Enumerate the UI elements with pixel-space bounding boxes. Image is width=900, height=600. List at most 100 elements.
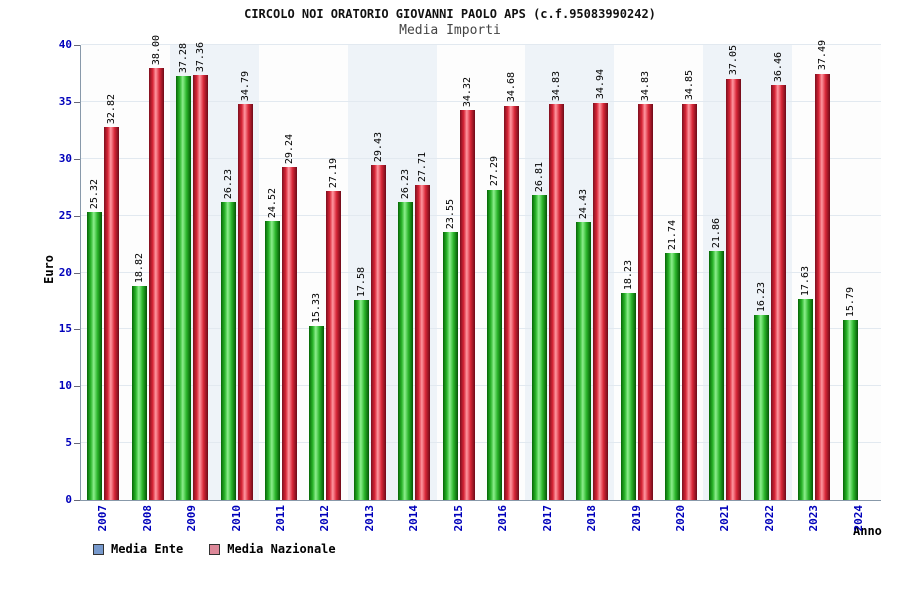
bar-media-ente xyxy=(220,201,236,500)
gridline xyxy=(81,44,881,45)
bar-value-label: 26.81 xyxy=(533,161,545,193)
bar-media-ente xyxy=(709,251,725,500)
chart-title: CIRCOLO NOI ORATORIO GIOVANNI PAOLO APS … xyxy=(244,7,656,21)
bar-value-label: 34.85 xyxy=(684,70,695,101)
bar-media-nazionale xyxy=(726,78,742,500)
bar-value-label: 34.32 xyxy=(461,76,473,107)
bar-media-nazionale xyxy=(548,103,564,500)
legend: Media Ente Media Nazionale xyxy=(93,542,336,556)
bar-media-ente xyxy=(353,300,369,500)
bar-value-label: 34.83 xyxy=(639,70,651,101)
x-axis-title: Anno xyxy=(853,524,882,538)
bar-media-nazionale xyxy=(326,190,342,500)
bar-media-nazionale xyxy=(237,104,253,500)
bar-value-label: 18.82 xyxy=(133,252,145,283)
x-tick-label: 2012 xyxy=(318,505,332,532)
bar-media-nazionale xyxy=(593,102,609,500)
bar-media-nazionale xyxy=(637,103,653,500)
bar-value-label: 37.28 xyxy=(178,42,190,73)
gridline xyxy=(81,271,881,273)
plot-area: 25.32 32.82 18.82 38.00 37.28 37.36 26.23 34.79… xyxy=(80,35,881,501)
bar-media-ente xyxy=(131,285,147,500)
bar-value-label: 23.55 xyxy=(444,199,456,230)
bar-value-label: 15.79 xyxy=(844,287,856,318)
y-tick-label: 40 xyxy=(58,38,72,51)
y-tick-label: 15 xyxy=(58,322,72,336)
gridline xyxy=(81,157,881,159)
x-tick-label: 2019 xyxy=(629,505,643,532)
bar-value-label: 17.58 xyxy=(355,266,367,298)
x-tick-label: 2013 xyxy=(362,505,376,532)
bar-media-ente xyxy=(398,201,414,500)
bar-value-label: 32.82 xyxy=(106,93,118,124)
bar-media-ente xyxy=(309,325,325,500)
x-tick-label: 2022 xyxy=(762,505,776,532)
bar-media-ente xyxy=(665,252,680,500)
gridline xyxy=(81,328,881,330)
x-tick-label: 2007 xyxy=(96,505,110,532)
legend-label-media-ente: Media Ente xyxy=(111,542,184,556)
x-tick-label: 2017 xyxy=(540,505,554,532)
y-axis-title: Euro xyxy=(42,255,56,284)
x-tick-label: 2011 xyxy=(274,505,287,532)
x-tick-label: 2021 xyxy=(718,505,732,532)
x-tick-label: 2024 xyxy=(851,505,865,532)
bar-media-nazionale xyxy=(415,184,431,500)
bar-media-nazionale xyxy=(370,165,386,500)
y-tick-label: 10 xyxy=(58,379,72,393)
bar-value-label: 37.05 xyxy=(728,45,740,76)
x-tick-label: 2023 xyxy=(807,505,821,532)
bar-media-ente xyxy=(487,189,503,500)
y-tick-label: 0 xyxy=(65,493,72,506)
bar-media-nazionale xyxy=(504,105,520,500)
bar-value-label: 27.19 xyxy=(328,157,340,188)
y-tick-label: 5 xyxy=(65,436,72,450)
bar-value-label: 34.68 xyxy=(506,72,518,103)
legend-marker-media-ente xyxy=(93,543,104,555)
gridline xyxy=(81,100,881,102)
x-tick-label: 2016 xyxy=(496,505,510,532)
bar-value-label: 38.00 xyxy=(150,34,162,65)
x-tick-label: 2010 xyxy=(229,505,243,532)
y-tick-label: 25 xyxy=(58,208,72,222)
bar-value-label: 21.74 xyxy=(667,219,678,250)
bar-media-ente xyxy=(576,222,592,500)
gridline xyxy=(81,385,881,387)
bar-media-nazionale xyxy=(459,109,475,500)
bar-media-nazionale xyxy=(282,167,297,500)
bar-media-nazionale xyxy=(770,85,786,500)
gridline xyxy=(81,214,881,216)
bar-value-label: 18.23 xyxy=(622,259,634,290)
x-axis: 2007 2008 2009 2010 2011 2012 2013 2014 2015 2016… xyxy=(80,501,880,546)
x-tick-label: 2008 xyxy=(140,505,154,532)
bar-value-label: 37.49 xyxy=(817,40,829,71)
bar-value-label: 36.46 xyxy=(772,52,784,83)
bar-value-label: 29.24 xyxy=(284,134,295,165)
bar-value-label: 37.36 xyxy=(195,41,207,73)
bar-value-label: 17.63 xyxy=(800,266,812,297)
bar-media-ente xyxy=(842,320,858,500)
y-tick-label: 35 xyxy=(58,94,72,108)
bar-media-ente xyxy=(176,75,192,500)
bar-media-ente xyxy=(87,212,103,500)
bar-value-label: 34.79 xyxy=(239,71,251,102)
bar-value-label: 16.23 xyxy=(755,282,767,313)
bar-media-nazionale xyxy=(193,75,209,500)
bar-media-nazionale xyxy=(682,103,697,500)
bar-media-nazionale xyxy=(815,73,831,500)
bar-value-label: 24.52 xyxy=(267,187,278,219)
x-tick-label: 2009 xyxy=(185,505,199,532)
bar-value-label: 34.94 xyxy=(595,69,607,100)
bar-value-label: 34.83 xyxy=(550,70,562,101)
x-tick-label: 2015 xyxy=(451,505,465,532)
bar-value-label: 29.43 xyxy=(372,132,384,163)
bar-media-ente xyxy=(620,292,636,500)
bar-value-label: 24.43 xyxy=(578,189,590,220)
bar-media-ente xyxy=(798,299,814,500)
bar-media-ente xyxy=(442,232,458,500)
x-tick-label: 2018 xyxy=(585,505,599,532)
legend-marker-media-nazionale xyxy=(209,543,221,555)
chart-subtitle: Media Importi xyxy=(399,23,501,38)
x-tick-label: 2020 xyxy=(674,505,687,532)
